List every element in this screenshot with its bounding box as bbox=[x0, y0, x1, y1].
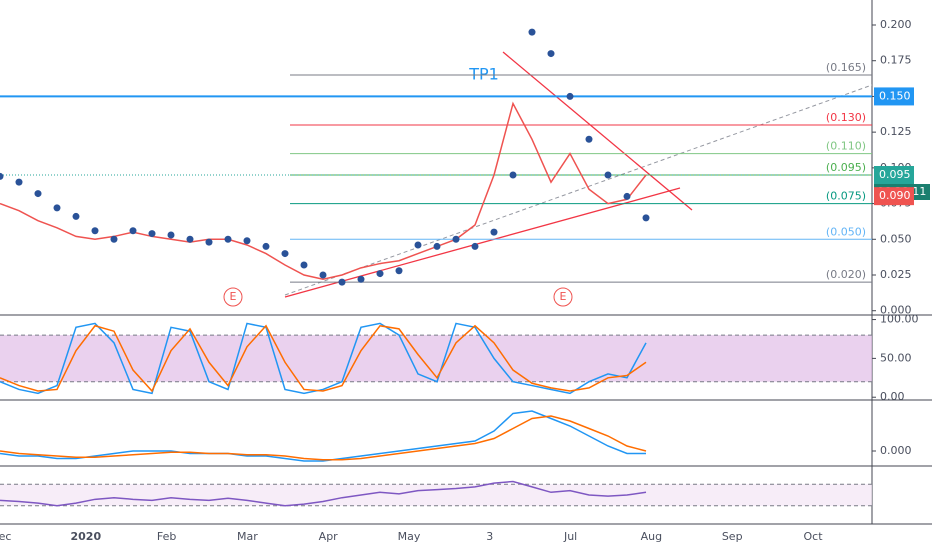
x-tick-label: Feb bbox=[157, 530, 176, 543]
series-line bbox=[0, 410, 646, 462]
fib-label: (0.110) bbox=[826, 140, 866, 153]
x-tick-label: Aug bbox=[641, 530, 662, 543]
sar-dot bbox=[91, 227, 99, 235]
sar-dot bbox=[547, 50, 555, 58]
series-line bbox=[0, 415, 647, 461]
y-tick-label: 0.200 bbox=[880, 18, 912, 31]
sar-dot bbox=[243, 237, 251, 245]
sar-dot bbox=[110, 235, 118, 243]
sar-dot bbox=[566, 92, 574, 100]
x-tick-label: May bbox=[398, 530, 421, 543]
series-line bbox=[0, 324, 647, 393]
sar-dot bbox=[53, 204, 61, 212]
y-tick-label: 0.000 bbox=[880, 444, 912, 457]
sar-dot bbox=[528, 28, 536, 36]
sar-dot bbox=[186, 235, 194, 243]
earnings-marker: E bbox=[223, 287, 243, 307]
band bbox=[0, 484, 872, 506]
sar-dot bbox=[604, 171, 612, 179]
sar-dot bbox=[205, 238, 213, 246]
earnings-label: E bbox=[560, 290, 567, 303]
x-tick-label: Mar bbox=[237, 530, 258, 543]
fib-label: (0.075) bbox=[826, 190, 866, 203]
sar-dot bbox=[148, 230, 156, 238]
sar-dot bbox=[376, 270, 384, 278]
fib-label: (0.165) bbox=[826, 61, 866, 74]
y-tick-label: 0.125 bbox=[880, 125, 912, 138]
x-tick-label: Sep bbox=[722, 530, 743, 543]
sar-dot bbox=[34, 190, 42, 198]
sar-dot bbox=[167, 231, 175, 239]
y-tick-label: 0.000 bbox=[880, 304, 912, 317]
earnings-label: E bbox=[230, 290, 237, 303]
sar-dot bbox=[72, 212, 80, 220]
price-tag-label: 0.095 bbox=[879, 168, 911, 181]
sar-dot bbox=[452, 235, 460, 243]
trend-line bbox=[284, 84, 873, 296]
price-tag-label: 0.090 bbox=[879, 189, 911, 202]
sar-dot bbox=[262, 242, 270, 250]
sar-dot bbox=[319, 271, 327, 279]
fib-label: (0.050) bbox=[826, 225, 866, 238]
band bbox=[0, 335, 872, 382]
x-tick-label: 2020 bbox=[70, 530, 101, 543]
price-tag bbox=[874, 166, 914, 184]
x-tick-label: Jul bbox=[563, 530, 577, 543]
series-line bbox=[0, 322, 647, 395]
sar-dot bbox=[338, 278, 346, 286]
fib-label: (0.020) bbox=[826, 268, 866, 281]
price-tag bbox=[874, 87, 914, 106]
sar-dot bbox=[509, 171, 517, 179]
sar-dot bbox=[129, 227, 137, 235]
y-tick-label: 50.00 bbox=[880, 351, 912, 364]
sar-dot bbox=[642, 214, 650, 222]
sar-dot bbox=[471, 242, 479, 250]
y-tick-label: 0.050 bbox=[880, 232, 912, 245]
sar-dot bbox=[490, 228, 498, 236]
sar-dot bbox=[357, 275, 365, 283]
sar-dot bbox=[15, 178, 23, 186]
sar-dot bbox=[0, 172, 4, 180]
price-tag-label: 0.150 bbox=[879, 89, 911, 102]
series-line bbox=[0, 101, 647, 281]
trend-line bbox=[284, 187, 681, 298]
y-tick-label: 100.00 bbox=[880, 313, 919, 326]
sar-dot bbox=[300, 261, 308, 269]
sar-dot bbox=[623, 192, 631, 200]
price-tag bbox=[874, 187, 914, 206]
y-tick-label: 0.025 bbox=[880, 268, 912, 281]
trend-line bbox=[502, 51, 693, 211]
y-tick-label: 0.00 bbox=[880, 390, 905, 403]
x-tick-label: ec bbox=[0, 530, 11, 543]
fib-label: (0.130) bbox=[826, 111, 866, 124]
x-tick-label: Apr bbox=[319, 530, 339, 543]
sar-dot bbox=[414, 241, 422, 249]
earnings-marker: E bbox=[553, 287, 573, 307]
y-tick-label: 0.175 bbox=[880, 54, 912, 67]
sar-dot bbox=[281, 250, 289, 258]
sar-dot bbox=[433, 242, 441, 250]
fib-label: (0.095) bbox=[826, 161, 866, 174]
tp-annotation: TP1 bbox=[468, 65, 499, 84]
x-tick-label: 3 bbox=[486, 530, 493, 543]
sar-dot bbox=[224, 235, 232, 243]
sar-dot bbox=[395, 267, 403, 275]
sar-dot bbox=[585, 135, 593, 143]
series-line bbox=[0, 480, 647, 507]
x-tick-label: Oct bbox=[803, 530, 823, 543]
